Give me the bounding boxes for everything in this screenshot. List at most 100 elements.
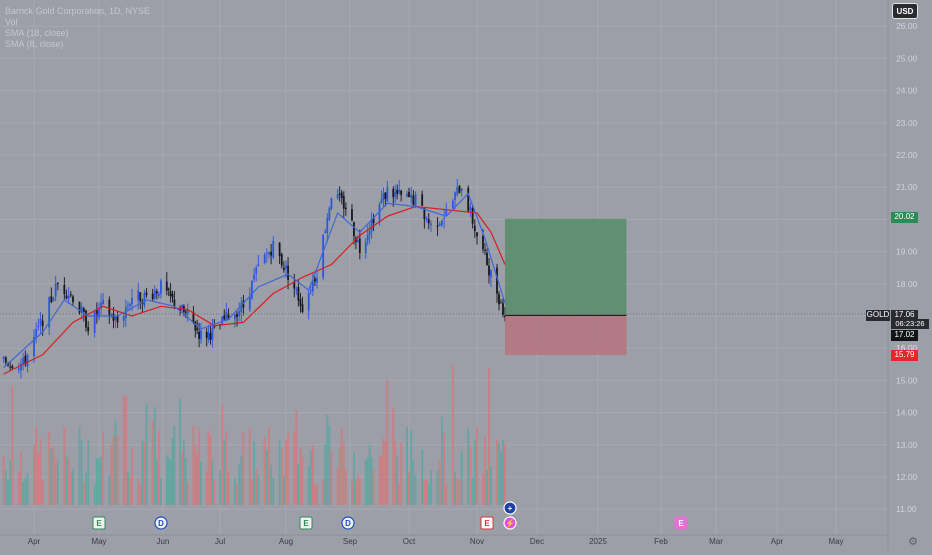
- volume-bar: [297, 464, 300, 505]
- candle-body: [78, 301, 81, 313]
- earnings-marker[interactable]: [299, 516, 313, 530]
- volume-bar: [278, 440, 281, 505]
- dividend-marker[interactable]: [154, 516, 168, 530]
- countdown-tag: 06:23:26: [891, 319, 929, 329]
- volume-bar: [368, 444, 371, 505]
- volume-bar: [242, 431, 245, 505]
- volume-bar: [293, 431, 296, 505]
- volume-bar: [205, 471, 208, 505]
- volume-bar: [248, 428, 251, 505]
- volume-bar: [301, 457, 304, 505]
- candle-body: [486, 252, 488, 266]
- volume-bar: [169, 460, 172, 505]
- candle-body: [443, 218, 445, 220]
- currency-button[interactable]: USD: [892, 3, 918, 19]
- y-tick-label: 15.00: [896, 375, 918, 385]
- candle-body: [72, 296, 74, 303]
- volume-bar: [20, 451, 22, 505]
- candle-body: [311, 280, 314, 292]
- volume-bar: [410, 430, 413, 505]
- candle-body: [368, 231, 371, 235]
- volume-bar: [330, 450, 333, 505]
- candle-body: [165, 281, 168, 291]
- y-tick-label: 18.00: [896, 279, 918, 289]
- volume-bar: [69, 470, 72, 505]
- volume-bar: [240, 455, 243, 505]
- candle-body: [408, 191, 410, 198]
- candle-body: [268, 252, 270, 255]
- candle-body: [253, 274, 255, 280]
- x-tick-label: Sep: [343, 537, 358, 546]
- volume-bar: [54, 457, 57, 505]
- volume-bar: [219, 469, 221, 505]
- volume-bar: [4, 470, 7, 505]
- x-tick-label: Apr: [771, 537, 784, 546]
- volume-bar: [412, 460, 415, 505]
- volume-bar: [498, 442, 500, 505]
- volume-bar: [227, 471, 230, 505]
- candle-body: [153, 290, 156, 299]
- volume-bar: [145, 403, 148, 505]
- volume-bar: [85, 472, 87, 505]
- candle-body: [344, 207, 347, 209]
- candle-body: [270, 251, 272, 256]
- volume-bar: [265, 449, 268, 505]
- earnings-marker[interactable]: [674, 516, 688, 530]
- candle-body: [211, 327, 214, 340]
- volume-bar: [454, 471, 456, 505]
- volume-bar: [257, 475, 260, 505]
- volume-bar: [95, 458, 98, 505]
- earnings-marker[interactable]: [92, 516, 106, 530]
- candle-body: [207, 331, 210, 340]
- volume-bar: [151, 420, 154, 505]
- gear-icon[interactable]: ⚙: [908, 536, 918, 548]
- candle-body: [209, 333, 212, 341]
- earnings-marker[interactable]: [480, 516, 494, 530]
- volume-bar: [311, 445, 314, 505]
- volume-bar: [160, 477, 162, 505]
- volume-bar: [24, 477, 27, 505]
- volume-bar: [98, 457, 100, 505]
- candle-body: [143, 292, 146, 306]
- y-tick-label: 22.00: [896, 150, 918, 160]
- volume-bar: [358, 478, 361, 505]
- candle-body: [423, 208, 426, 220]
- dividend-marker[interactable]: [341, 516, 355, 530]
- volume-bar: [143, 441, 146, 505]
- candle-body: [4, 357, 7, 363]
- add-event-marker[interactable]: [503, 501, 517, 515]
- volume-bar: [184, 458, 187, 505]
- volume-bar: [22, 481, 25, 505]
- volume-bar: [116, 435, 119, 505]
- split-marker[interactable]: [503, 516, 517, 530]
- volume-bar: [155, 458, 158, 505]
- candle-body: [37, 325, 40, 327]
- volume-bar: [430, 470, 432, 505]
- volume-bar: [344, 470, 347, 505]
- volume-bar: [392, 407, 395, 505]
- candle-body: [295, 288, 298, 291]
- volume-bar: [280, 448, 283, 505]
- volume-bar: [186, 481, 189, 505]
- volume-bar: [504, 443, 506, 505]
- volume-bar: [50, 448, 53, 505]
- volume-bar: [490, 466, 492, 505]
- candle-body: [221, 316, 224, 325]
- loss-zone[interactable]: [505, 315, 627, 355]
- candle-body: [382, 193, 385, 201]
- candle-body: [238, 311, 241, 316]
- candle-body: [471, 207, 474, 224]
- volume-bar: [137, 478, 140, 505]
- candle-body: [171, 293, 174, 298]
- volume-bar: [309, 450, 312, 505]
- profit-zone[interactable]: [505, 218, 627, 316]
- y-tick-label: 16.00: [896, 343, 918, 353]
- volume-bar: [451, 365, 454, 505]
- candle-body: [160, 280, 162, 294]
- y-tick-label: 21.00: [896, 182, 918, 192]
- candle-body: [324, 231, 327, 234]
- volume-bar: [78, 426, 81, 505]
- volume-bar: [295, 410, 298, 505]
